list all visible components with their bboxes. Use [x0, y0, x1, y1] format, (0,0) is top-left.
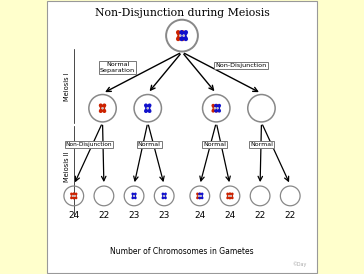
Circle shape: [183, 35, 184, 36]
Text: ©Day: ©Day: [292, 261, 307, 267]
Circle shape: [183, 35, 184, 36]
Text: Meiosis II: Meiosis II: [64, 152, 71, 182]
Text: 22: 22: [98, 211, 110, 220]
Text: 24: 24: [194, 211, 205, 220]
Text: Normal
Separation: Normal Separation: [100, 62, 135, 73]
Text: Non-Disjunction during Meiosis: Non-Disjunction during Meiosis: [95, 8, 269, 18]
Text: Normal: Normal: [250, 142, 273, 147]
Text: Non-Disjunction: Non-Disjunction: [66, 142, 112, 147]
Circle shape: [147, 108, 148, 109]
Circle shape: [180, 35, 181, 36]
Circle shape: [217, 108, 218, 109]
FancyBboxPatch shape: [47, 1, 317, 273]
Text: Normal: Normal: [203, 142, 226, 147]
Circle shape: [217, 108, 218, 109]
Circle shape: [214, 108, 215, 109]
Text: Number of Chromosomes in Gametes: Number of Chromosomes in Gametes: [110, 247, 254, 256]
Text: 22: 22: [285, 211, 296, 220]
Text: Normal: Normal: [138, 142, 161, 147]
Text: Non-Disjunction: Non-Disjunction: [215, 63, 266, 68]
Text: Meiosis I: Meiosis I: [64, 72, 71, 101]
Circle shape: [180, 35, 181, 36]
Text: 22: 22: [254, 211, 266, 220]
Text: 24: 24: [224, 211, 236, 220]
Text: 23: 23: [128, 211, 140, 220]
Text: 23: 23: [158, 211, 170, 220]
Circle shape: [102, 108, 103, 109]
Circle shape: [147, 108, 148, 109]
Text: 24: 24: [68, 211, 79, 220]
Circle shape: [102, 108, 103, 109]
